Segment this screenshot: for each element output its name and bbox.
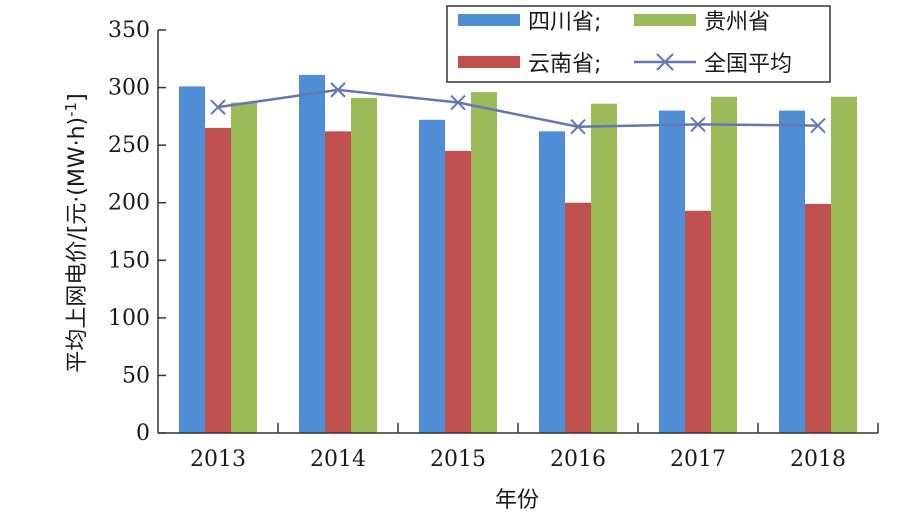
axes [157, 30, 879, 434]
y-axis-label-main: 平均上网电价/[元·(MW·h) [65, 117, 90, 373]
legend-label-sichuan: 四川省; [528, 10, 601, 35]
bar-yunnan-2013 [205, 127, 231, 433]
y-axis-label-superscript: -1 [62, 102, 80, 117]
x-axis-label: 年份 [495, 488, 539, 513]
point-national-2013 [210, 99, 226, 115]
x-tick-label-2017: 2017 [670, 447, 726, 472]
y-axis-label: 平均上网电价/[元·(MW·h)-1] [62, 93, 90, 372]
bars-layer [179, 74, 857, 434]
bar-sichuan-2017 [659, 110, 685, 433]
bar-sichuan-2018 [779, 110, 805, 433]
legend-label-national: 全国平均 [704, 52, 792, 77]
bar-sichuan-2015 [419, 119, 445, 433]
legend: 四川省; 贵州省 云南省; 全国平均 [446, 5, 831, 83]
bar-sichuan-2016 [539, 131, 565, 433]
bar-sichuan-2013 [179, 86, 205, 434]
bar-yunnan-2015 [445, 150, 471, 433]
line-national [217, 88, 819, 128]
point-national-2016 [570, 119, 586, 135]
y-tick-label-0: 0 [136, 421, 150, 446]
bar-guizhou-2015 [471, 92, 497, 434]
legend-swatch-national-marker [656, 53, 674, 71]
bar-guizhou-2016 [591, 103, 617, 433]
y-ticks: 0 50 100 150 200 250 300 350 [108, 18, 166, 446]
y-tick-label-200: 200 [108, 191, 150, 216]
bar-yunnan-2016 [565, 202, 591, 433]
x-ticks: 2013 2014 2015 2016 2017 2018 [190, 423, 846, 472]
point-national-2015 [450, 94, 466, 111]
x-tick-label-2013: 2013 [190, 447, 246, 472]
bar-sichuan-2014 [299, 74, 325, 434]
legend-label-guizhou: 贵州省 [704, 10, 770, 35]
point-national-2017 [690, 116, 706, 133]
bar-guizhou-2013 [231, 102, 257, 433]
y-tick-label-300: 300 [108, 76, 150, 101]
x-tick-label-2016: 2016 [550, 447, 606, 472]
legend-swatch-guizhou [634, 14, 696, 26]
point-national-2014 [330, 82, 346, 98]
point-national-2018 [810, 117, 826, 134]
y-tick-label-100: 100 [108, 306, 150, 331]
y-tick-label-150: 150 [108, 248, 150, 273]
average-line-layer [210, 82, 826, 135]
bar-guizhou-2017 [711, 96, 737, 433]
legend-swatch-sichuan [458, 14, 520, 26]
bar-guizhou-2018 [831, 96, 857, 433]
bar-yunnan-2014 [325, 131, 351, 433]
y-tick-label-350: 350 [108, 18, 150, 43]
bar-yunnan-2017 [685, 210, 711, 433]
x-tick-label-2018: 2018 [790, 447, 846, 472]
x-tick-label-2015: 2015 [430, 447, 486, 472]
bar-yunnan-2018 [805, 203, 831, 433]
y-tick-label-250: 250 [108, 133, 150, 158]
bar-guizhou-2014 [351, 97, 377, 433]
legend-swatch-yunnan [458, 56, 520, 68]
y-axis-label-close: ] [65, 93, 90, 102]
y-tick-label-50: 50 [122, 363, 150, 388]
x-tick-label-2014: 2014 [310, 447, 366, 472]
legend-label-yunnan: 云南省; [528, 52, 601, 77]
